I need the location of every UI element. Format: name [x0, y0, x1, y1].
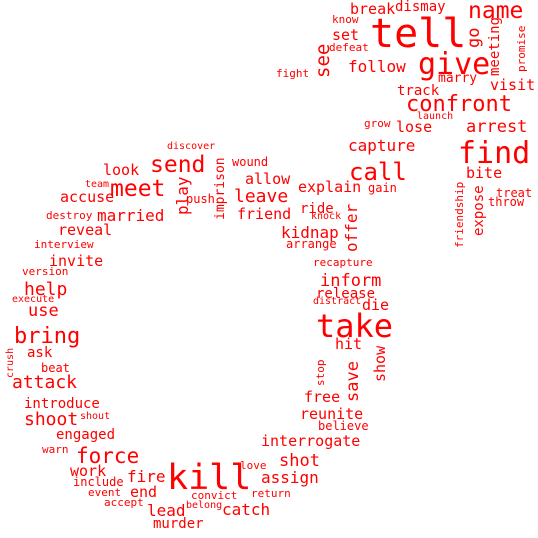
word-take: take — [316, 307, 394, 345]
word-include: include — [73, 475, 124, 489]
word-beat: beat — [41, 361, 70, 375]
word-interrogate: interrogate — [261, 432, 361, 450]
word-explain: explain — [298, 178, 362, 196]
word-push: push — [186, 192, 215, 206]
word-believe: believe — [318, 419, 369, 433]
word-name: name — [468, 0, 524, 24]
word-stop: stop — [314, 359, 327, 387]
word-return: return — [251, 487, 291, 500]
word-execute: execute — [12, 294, 55, 305]
word-arrange: arrange — [286, 237, 337, 251]
word-reveal: reveal — [58, 221, 113, 239]
word-fight: fight — [276, 67, 310, 80]
word-kill: kill — [167, 458, 252, 498]
word-bring: bring — [14, 324, 81, 349]
word-attack: attack — [12, 372, 78, 393]
word-arrest: arrest — [466, 117, 528, 137]
word-track: track — [397, 83, 440, 99]
word-knock: knock — [311, 211, 342, 222]
word-gain: gain — [368, 181, 397, 195]
word-hit: hit — [335, 335, 363, 353]
word-ask: ask — [27, 345, 53, 361]
word-belong: belong — [186, 500, 223, 511]
word-force: force — [76, 444, 140, 468]
word-see: see — [312, 43, 334, 78]
word-inform: inform — [320, 271, 382, 291]
word-offer: offer — [342, 203, 361, 252]
word-destroy: destroy — [46, 209, 93, 222]
word-treat: treat — [496, 186, 533, 200]
word-recapture: recapture — [313, 256, 373, 269]
word-shoot: shoot — [24, 409, 79, 430]
word-lose: lose — [396, 118, 433, 136]
word-wound: wound — [232, 155, 269, 169]
word-version: version — [22, 265, 69, 278]
word-throw: throw — [488, 195, 525, 209]
word-shout: shout — [80, 411, 111, 422]
word-team: team — [85, 179, 110, 190]
word-look: look — [103, 161, 140, 179]
word-bite: bite — [466, 164, 503, 182]
word-meeting: meeting — [487, 16, 503, 76]
word-reunite: reunite — [300, 405, 364, 423]
word-expose: expose — [471, 185, 487, 236]
word-imprison: imprison — [213, 157, 228, 220]
word-marry: marry — [438, 71, 478, 86]
word-married: married — [97, 206, 165, 225]
word-defeat: defeat — [329, 41, 369, 54]
word-break: break — [350, 0, 396, 18]
word-convict: convict — [191, 489, 238, 502]
word-grow: grow — [364, 117, 391, 130]
word-send: send — [150, 152, 206, 178]
word-work: work — [70, 462, 107, 480]
word-allow: allow — [245, 170, 291, 188]
word-discover: discover — [167, 141, 216, 152]
word-assign: assign — [261, 468, 319, 487]
word-die: die — [362, 296, 390, 314]
word-know: know — [332, 13, 359, 26]
word-catch: catch — [222, 500, 271, 519]
word-save: save — [343, 361, 363, 402]
word-capture: capture — [348, 136, 416, 155]
word-invite: invite — [49, 252, 104, 270]
word-distract: distract — [313, 296, 362, 307]
word-fire: fire — [127, 467, 166, 486]
word-friend: friend — [237, 205, 292, 223]
word-love: love — [240, 459, 267, 472]
word-confront: confront — [406, 92, 512, 117]
word-show: show — [371, 345, 389, 382]
word-friendship: friendship — [453, 181, 466, 248]
word-help: help — [24, 279, 68, 300]
word-follow: follow — [348, 57, 406, 76]
word-accept: accept — [104, 496, 144, 509]
word-tell: tell — [370, 11, 467, 57]
word-end: end — [130, 483, 158, 501]
word-dismay: dismay — [395, 0, 446, 15]
word-interview: interview — [34, 238, 94, 251]
word-meet: meet — [110, 176, 166, 202]
word-use: use — [28, 301, 59, 321]
word-warn: warn — [42, 443, 69, 456]
word-murder: murder — [153, 516, 204, 532]
word-lead: lead — [147, 501, 186, 520]
word-find: find — [458, 136, 531, 171]
word-leave: leave — [234, 186, 289, 207]
word-set: set — [332, 26, 360, 44]
word-engaged: engaged — [56, 427, 116, 443]
word-go: go — [464, 27, 484, 48]
word-release: release — [316, 286, 376, 302]
word-free: free — [304, 388, 341, 406]
word-accuse: accuse — [60, 188, 115, 206]
word-call: call — [349, 158, 407, 186]
word-event: event — [88, 486, 122, 499]
word-kidnap: kidnap — [281, 223, 339, 242]
word-promise: promise — [515, 25, 528, 72]
word-give: give — [418, 47, 491, 82]
word-introduce: introduce — [24, 396, 100, 412]
word-visit: visit — [490, 76, 536, 94]
word-launch: launch — [417, 111, 454, 122]
word-ride: ride — [300, 201, 334, 217]
word-shot: shot — [279, 451, 320, 471]
